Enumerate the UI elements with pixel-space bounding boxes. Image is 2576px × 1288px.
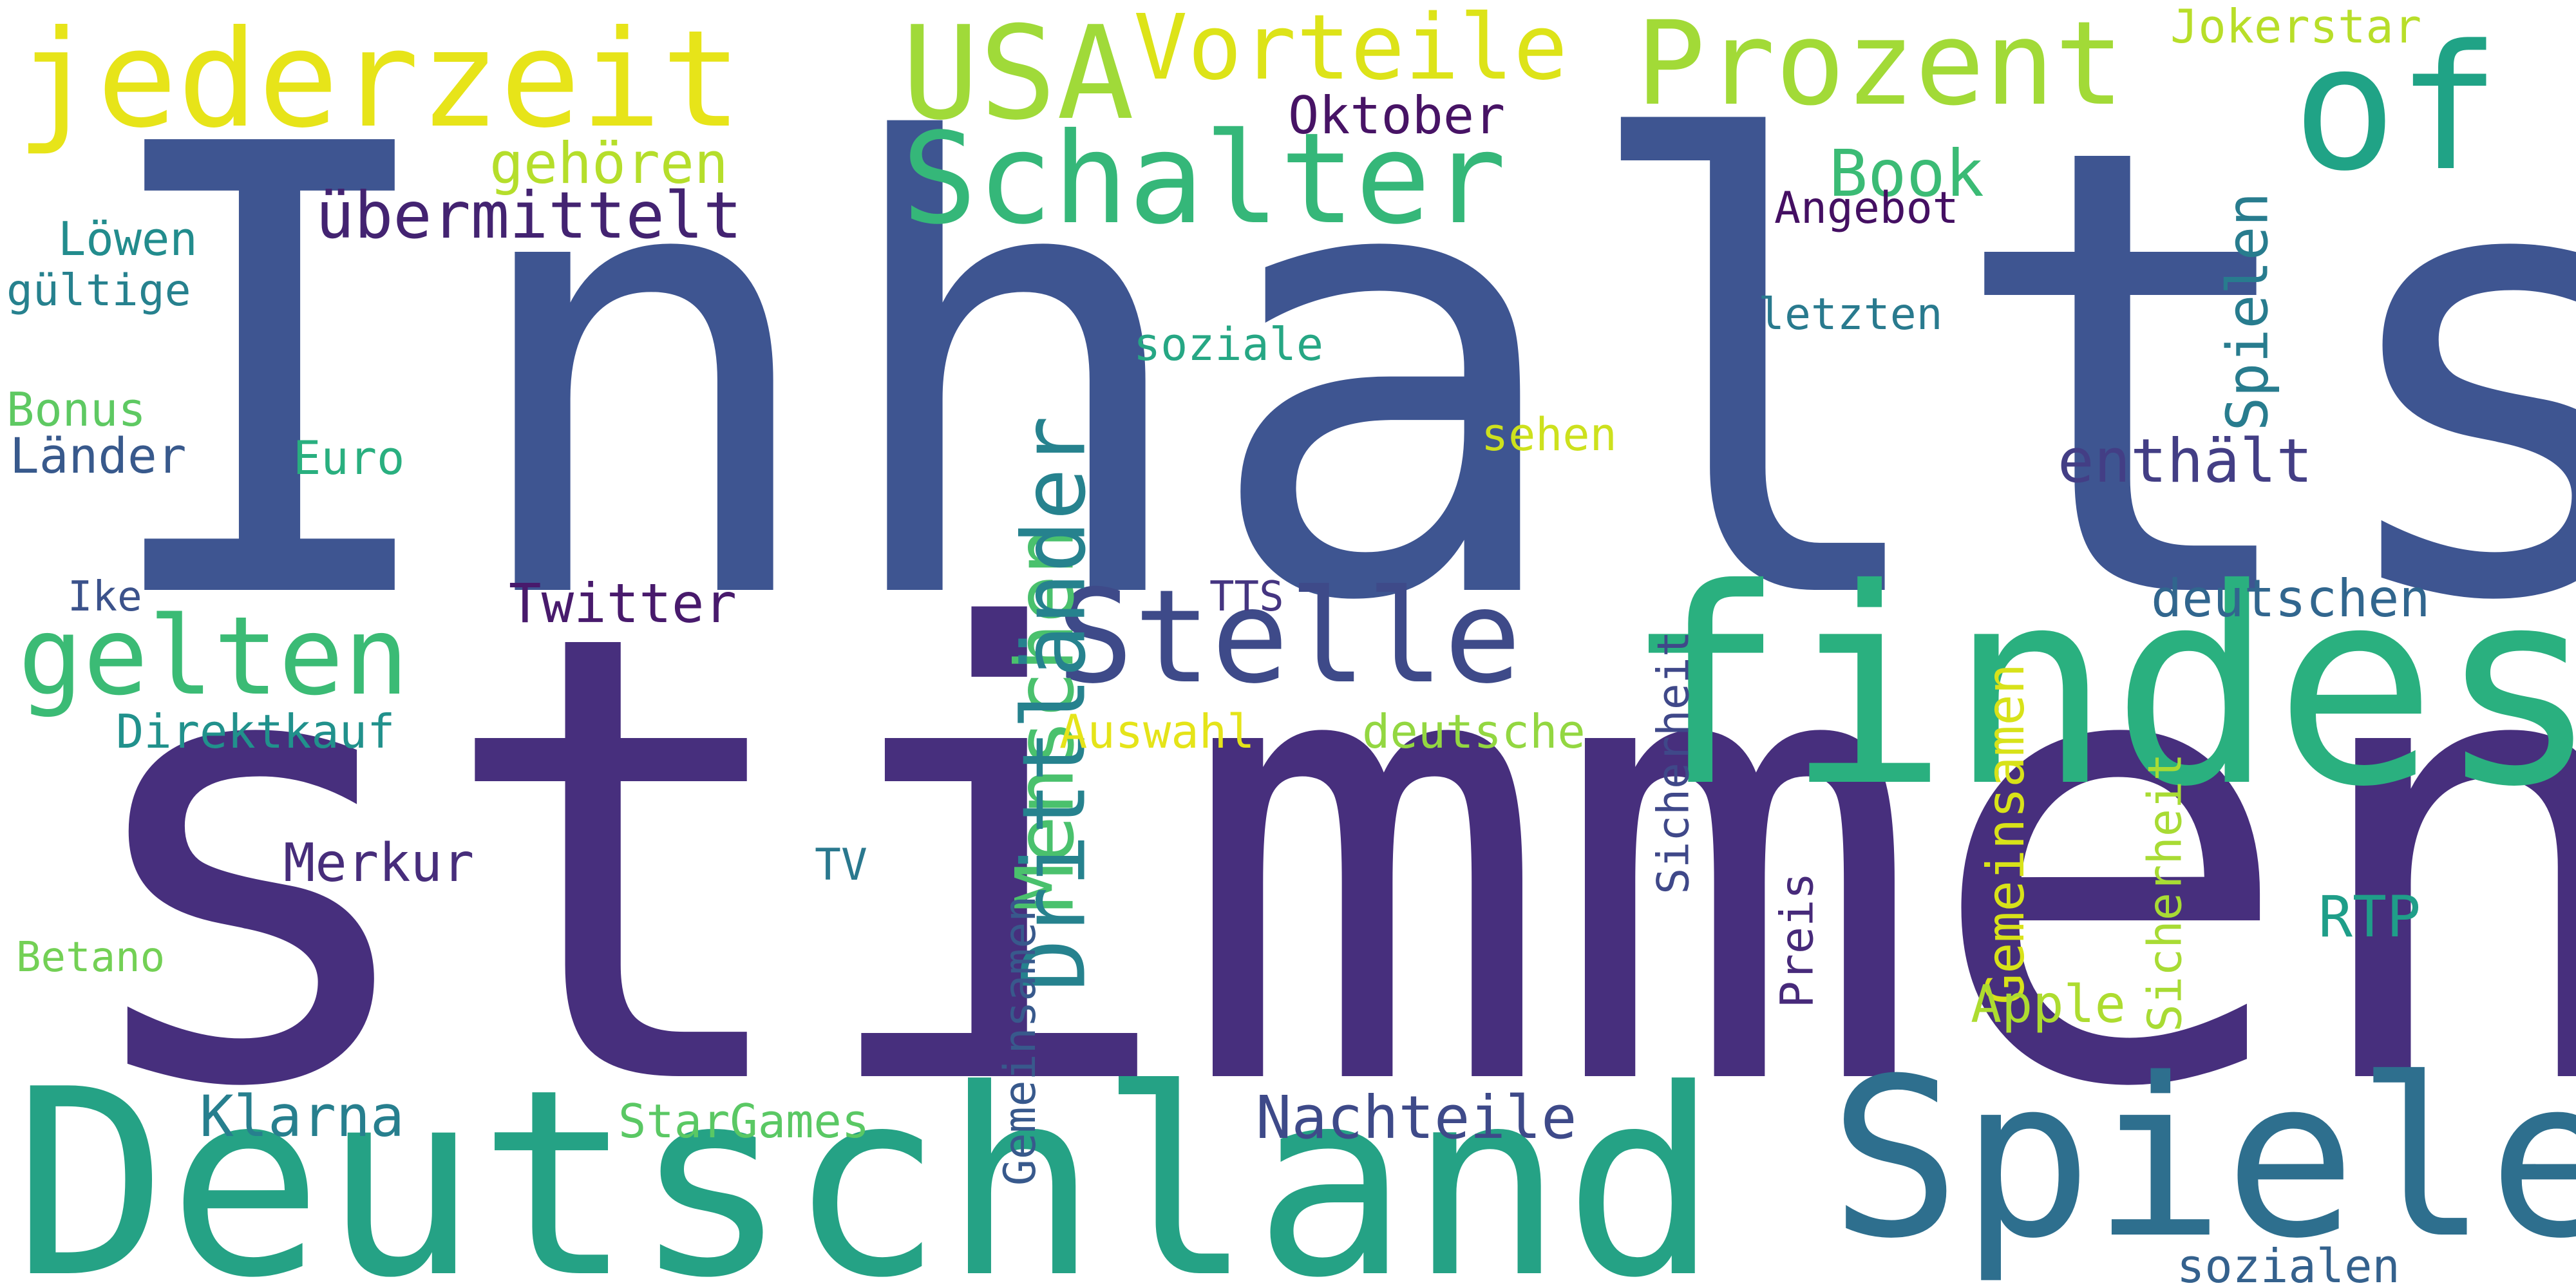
word-ike: Ike — [68, 573, 142, 621]
word-schalter: Schalter — [902, 106, 1507, 252]
word-book: Book — [1829, 136, 1984, 211]
word-uebermittelt: übermittelt — [316, 178, 743, 253]
word-stimmen: stimmen — [63, 503, 2576, 1222]
word-spielen: Spielen — [2214, 192, 2281, 431]
word-of: of — [2293, 8, 2501, 209]
word-rtp: RTP — [2318, 884, 2421, 950]
word-auswahl: Auswahl — [1059, 705, 1255, 759]
word-sicherheit: Sicherheit — [2137, 753, 2192, 1032]
word-gemeinsamen: Gemeinsamen — [1975, 663, 2036, 1005]
word-angebot: Angebot — [1774, 183, 1959, 234]
word-stargames: StarGames — [618, 1094, 870, 1148]
word-apple: Apple — [1971, 974, 2126, 1034]
word-prozent: Prozent — [1636, 0, 2125, 131]
word-usa: USA — [902, 0, 1135, 149]
word-preis: Preis — [1770, 872, 1824, 1009]
word-deutschland: Deutschland — [13, 1035, 1719, 1288]
word-twitter: Twitter — [509, 572, 737, 635]
word-merkur: Merkur — [283, 833, 475, 894]
word-soziale: soziale — [1133, 318, 1324, 371]
word-vorteile: Vorteile — [1133, 0, 1568, 100]
word-gemeinsamen: Gemeinsamen — [995, 895, 1046, 1186]
word-letzten: letzten — [1758, 289, 1943, 340]
word-inhalts: Inhalts — [84, 17, 2576, 736]
word-deutsche: deutsche — [1362, 705, 1586, 759]
word-gelten: gelten — [18, 593, 409, 719]
word-klarna: Klarna — [200, 1083, 404, 1150]
word-bonus: Bonus — [6, 383, 146, 437]
word-sozialen: sozialen — [2177, 1239, 2400, 1288]
word-tv: TV — [815, 840, 867, 891]
word-betano: Betano — [16, 934, 166, 981]
word-enthaelt: enthält — [2058, 426, 2313, 497]
word-jokerstar: Jokerstar — [2170, 0, 2422, 53]
word-findest: findest — [1623, 531, 2576, 846]
word-stelle: Stelle — [1056, 562, 1522, 712]
word-euro: Euro — [293, 431, 405, 485]
word-oktober: Oktober — [1288, 86, 1506, 146]
word-direktkauf: Direktkauf — [116, 705, 395, 759]
word-laender: Länder — [10, 427, 187, 484]
word-spiele: Spiele — [1829, 1032, 2576, 1287]
word-gehoeren: gehören — [489, 130, 728, 196]
word-tts: TTS — [1209, 573, 1284, 621]
word-nachteile: Nachteile — [1256, 1083, 1577, 1152]
word-deutschen: deutschen — [2151, 569, 2430, 629]
word-loewen: Löwen — [58, 212, 198, 266]
word-jederzeit: jederzeit — [16, 2, 743, 158]
word-sehen: sehen — [1481, 408, 1617, 461]
word-gueltige: gültige — [6, 265, 191, 316]
word-sicherheit: Sicherheit — [1648, 630, 1700, 895]
